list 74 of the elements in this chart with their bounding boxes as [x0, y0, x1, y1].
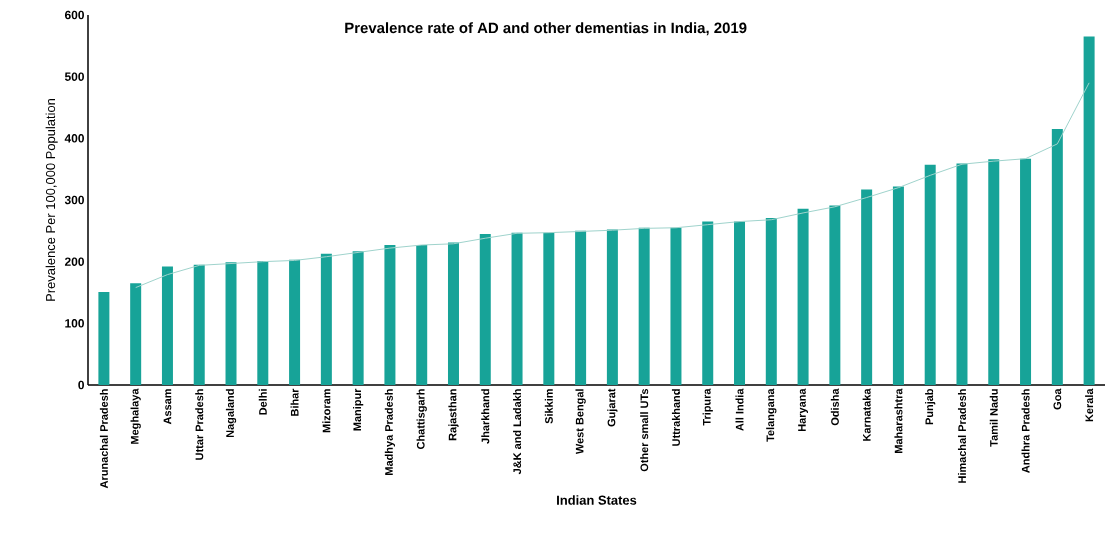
y-tick-label: 300	[64, 195, 84, 205]
bar	[225, 262, 237, 385]
y-tick-label: 500	[64, 72, 84, 81]
bar	[1020, 158, 1032, 385]
x-tick-label: Himachal Pradesh	[957, 389, 967, 483]
bar	[606, 229, 618, 385]
bar	[892, 186, 904, 385]
y-tick-label: 0	[78, 380, 84, 390]
bar	[1051, 129, 1063, 385]
x-tick-label: Haryana	[798, 388, 808, 432]
x-tick-label: Maharashtra	[894, 388, 903, 453]
bar	[193, 264, 205, 385]
y-tick-label: 600	[64, 10, 84, 20]
x-tick-label: Madhya Pradesh	[384, 389, 396, 475]
x-tick-label: Karnataka	[862, 388, 871, 441]
bar	[289, 259, 301, 385]
x-tick-label: Goa	[1053, 388, 1062, 410]
x-tick-label: Telangana	[766, 388, 777, 442]
chart-title: Prevalence rate of AD and other dementias in India, 2019	[345, 22, 747, 36]
bar	[416, 245, 428, 385]
x-tick-label: Sikkim	[544, 389, 553, 424]
bar	[956, 163, 968, 385]
bar	[511, 232, 523, 385]
x-tick-label: Kerala	[1085, 388, 1094, 422]
bar	[161, 266, 173, 385]
y-tick-label: 100	[65, 319, 84, 328]
x-tick-label: Uttar Pradesh	[195, 389, 204, 460]
bar	[1083, 36, 1095, 385]
bar	[861, 189, 873, 385]
bar	[829, 205, 841, 385]
y-tick-label: 200	[64, 257, 84, 266]
bar	[638, 227, 650, 385]
bar	[320, 253, 332, 385]
x-tick-label: J&K and Ladakh	[513, 389, 522, 475]
bar	[479, 233, 491, 385]
bar	[130, 283, 142, 385]
x-axis-title: Indian States	[557, 495, 637, 505]
bar	[543, 232, 555, 385]
bar	[98, 291, 110, 385]
x-tick-label: Assam	[163, 389, 172, 425]
bar	[575, 230, 587, 385]
x-tick-label: Bihar	[290, 388, 299, 416]
x-tick-label: All India	[735, 388, 744, 431]
bar	[988, 159, 1000, 385]
x-tick-label: Uttrakhand	[671, 389, 680, 446]
x-tick-label: Other small UTs	[640, 388, 649, 472]
x-tick-label: Chattisgarh	[416, 389, 427, 449]
bar	[670, 227, 682, 385]
x-tick-label: Delhi	[258, 389, 267, 415]
y-tick-label: 400	[64, 134, 84, 143]
x-tick-label: Manipur	[353, 388, 364, 431]
x-tick-label: Nagaland	[225, 389, 237, 438]
x-tick-label: Gujarat	[607, 388, 618, 427]
y-axis-title: Prevalence Per 100,000 Population	[45, 99, 58, 301]
x-tick-label: Meghalaya	[130, 388, 141, 444]
x-tick-label: Rajasthan	[448, 389, 459, 441]
x-tick-label: West Bengal	[575, 389, 586, 455]
bar	[257, 261, 269, 385]
bar	[734, 221, 746, 385]
x-tick-label: Tripura	[702, 388, 713, 426]
x-tick-label: Mizoram	[322, 389, 331, 433]
bar	[924, 164, 936, 385]
bar	[765, 217, 777, 385]
x-tick-label: Odisha	[830, 388, 839, 426]
bar	[797, 208, 809, 385]
bar	[702, 221, 714, 385]
x-tick-label: Jharkhand	[481, 389, 490, 444]
bar	[447, 242, 459, 385]
bar	[352, 251, 364, 385]
bar	[384, 245, 396, 385]
x-tick-label: Punjab	[925, 388, 936, 425]
x-tick-label: Andhra Pradesh	[1021, 389, 1030, 473]
x-tick-label: Tamil Nadu	[989, 389, 998, 447]
x-tick-label: Arunachal Pradesh	[99, 389, 108, 489]
